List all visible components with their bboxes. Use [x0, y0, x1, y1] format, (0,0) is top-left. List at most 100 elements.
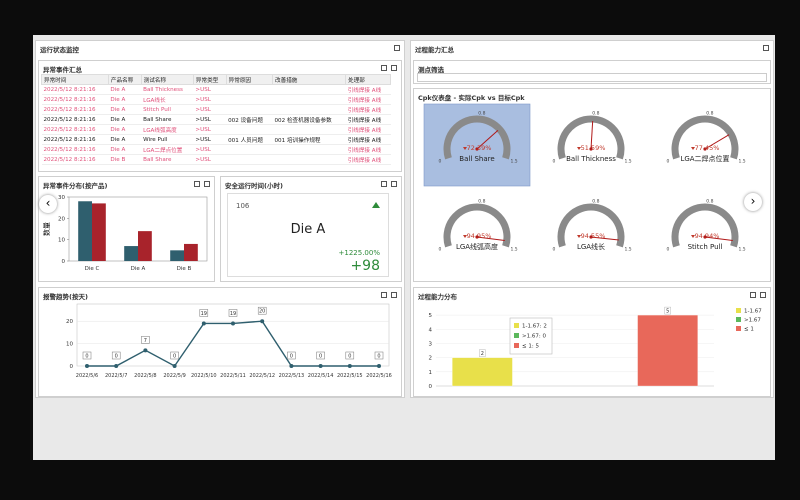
exception-table: 异常时间 产品名称 测试名称 异常类型 异常原因 改善措施 处理部 2022/5/12 8:2…: [41, 74, 391, 165]
table-row: 2022/5/12 8:21:16 Die A Stitch Pull >USL 引线焊…: [41, 104, 391, 115]
y-axis-label: 数量: [42, 222, 51, 236]
distribution-chart: 0 1 2 3 4 5 2 1-1.67 >1.67 5 ≤ 1 1-1.67: 2 >1.67: 0 ≤…: [429, 306, 762, 390]
bar-card: 异常事件分布(按产品) 0 10 20 30 数量 Die C Die A Die B: [38, 176, 215, 282]
needle-hub: [475, 147, 479, 151]
export-icon[interactable]: [763, 45, 769, 51]
gauge-scale-label: 0: [438, 158, 441, 164]
down-triangle: [463, 235, 467, 238]
table-cell: Wire Pull: [141, 134, 194, 145]
table-cell: >USL: [193, 134, 227, 145]
gauge-scale-label: 0: [438, 246, 441, 252]
expand-icon[interactable]: [760, 292, 766, 298]
x-tick-label: 2022/5/10: [191, 373, 217, 379]
gauge-needle: [476, 130, 499, 150]
expand-icon[interactable]: [391, 181, 397, 187]
up-arrow: [372, 202, 380, 208]
label-box: [316, 351, 325, 360]
table-row: 2022/5/12 8:21:16 Die A LGA线长 >USL 引线焊接 A线: [41, 94, 391, 105]
export-icon[interactable]: [381, 292, 387, 298]
export-icon[interactable]: [194, 181, 200, 187]
filter-dropdown[interactable]: [417, 73, 767, 82]
tooltip-text: 1-1.67: 2: [522, 324, 547, 330]
export-icon[interactable]: [381, 181, 387, 187]
table-cell: [226, 104, 273, 115]
label-box: [287, 351, 296, 360]
gauge-scale-label: 1.5: [739, 158, 746, 164]
needle-hub: [589, 147, 593, 151]
y-tick-label: 0: [429, 384, 433, 390]
gauge-scale-label: 1.5: [739, 246, 746, 252]
gauge-scale-label: 0.8: [592, 198, 599, 204]
needle-hub: [703, 235, 707, 239]
table-cell: 引线焊接 A线: [345, 154, 391, 165]
bar: [92, 203, 106, 261]
trend-point: [114, 364, 119, 368]
card-title: Cpk仪表盘 - 实际Cpk vs 目标Cpk: [418, 94, 525, 102]
y-tick-label: 0: [62, 259, 66, 265]
legend-label: 1-1.67: [744, 309, 762, 315]
table-cell: >USL: [193, 94, 227, 105]
gauge-needle: [476, 236, 505, 241]
bar: [170, 250, 184, 261]
gauge-name: Ball Share: [459, 155, 494, 163]
table-row: 2022/5/12 8:21:16 Die A LGA线弧高度 >USL 引线焊接 A线: [41, 124, 391, 135]
data-label: 0: [173, 354, 176, 360]
gauge-value: 94.55%: [581, 232, 606, 240]
column-header: 处理部: [345, 74, 391, 85]
table-cell: 2022/5/12 8:21:16: [41, 154, 109, 165]
table-cell: [226, 124, 273, 135]
trend-point: [201, 321, 206, 326]
export-icon[interactable]: [394, 45, 400, 51]
table-cell: 2022/5/12 8:21:16: [41, 104, 109, 115]
gauge-scale-label: 0: [666, 246, 669, 252]
legend-swatch: [736, 317, 741, 322]
kpi-tile: 106 Die A +1225.00% +98: [227, 193, 389, 277]
export-icon[interactable]: [750, 292, 756, 298]
needle-hub: [475, 235, 479, 239]
down-triangle: [463, 147, 467, 150]
table-cell: >USL: [193, 154, 227, 165]
column-header: 异常原因: [225, 74, 274, 85]
label-box: [345, 351, 355, 360]
tooltip-swatch: [514, 323, 519, 328]
table-cell: [272, 84, 346, 95]
legend-label: ≤ 1: [744, 327, 754, 333]
trend-point: [85, 364, 89, 368]
data-label: 2: [481, 351, 484, 357]
gauge-arc: [557, 203, 625, 248]
table-cell: 2022/5/12 8:21:16: [41, 134, 109, 145]
table-cell: >USL: [193, 144, 227, 155]
gauge-value: 94.95%: [467, 232, 492, 240]
y-tick-label: 10: [58, 238, 65, 244]
table-cell: Die B: [108, 154, 142, 165]
table-cell: Die A: [108, 144, 142, 155]
y-tick-label: 2: [429, 356, 433, 362]
export-icon[interactable]: [381, 65, 387, 71]
column-header: 改善措施: [271, 74, 347, 85]
data-label: 0: [377, 354, 380, 360]
expand-icon[interactable]: [391, 292, 397, 298]
trend-point: [260, 319, 265, 324]
prev-arrow[interactable]: ‹: [39, 195, 57, 213]
table-row: 2022/5/12 8:21:16 Die A Wire Pull >USL 001 人…: [41, 134, 391, 145]
trend-point: [289, 364, 294, 368]
table-row: 2022/5/12 8:21:16 Die A Ball Share >USL 002 …: [41, 114, 391, 125]
kpi-card: 安全运行时间(小时) 106 Die A +1225.00% +98: [220, 176, 402, 282]
expand-icon[interactable]: [204, 181, 210, 187]
filter-label: 测点筛选: [418, 66, 444, 74]
table-cell: Die A: [108, 114, 142, 125]
table-cell: 2022/5/12 8:21:16: [41, 144, 109, 155]
card-title: 异常事件分布(按产品): [43, 182, 108, 190]
data-label: 7: [144, 338, 147, 344]
next-arrow[interactable]: ›: [744, 193, 762, 211]
x-tick-label: Die C: [85, 266, 100, 272]
label-box: [111, 351, 121, 360]
gauge-scale-label: 1.5: [511, 246, 518, 252]
gauge-needle: [704, 236, 733, 241]
table-cell: 引线焊接 A线: [345, 114, 391, 125]
expand-icon[interactable]: [391, 65, 397, 71]
tooltip-swatch: [514, 343, 519, 348]
kpi-change: +1225.00%: [338, 249, 380, 257]
table-cell: 002 检查机器设备参数: [272, 114, 346, 125]
